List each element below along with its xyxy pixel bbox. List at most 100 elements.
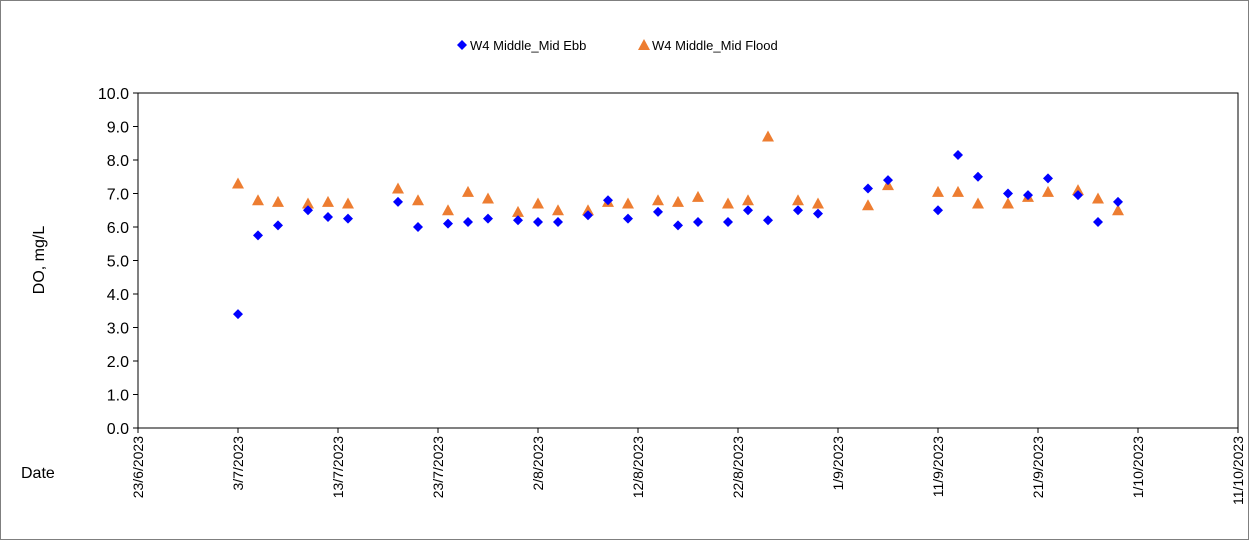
- flood-data-point: [582, 204, 594, 216]
- y-tick-label: 8.0: [107, 153, 129, 170]
- y-tick-label: 4.0: [107, 287, 129, 304]
- flood-data-point: [692, 190, 704, 202]
- flood-data-point: [792, 194, 804, 206]
- y-tick-label: 2.0: [107, 354, 129, 371]
- ebb-data-point: [973, 171, 983, 182]
- flood-data-point: [322, 195, 334, 207]
- flood-data-point: [1092, 192, 1104, 204]
- flood-data-point: [722, 197, 734, 209]
- flood-data-point: [1072, 184, 1084, 196]
- y-tick-label: 6.0: [107, 220, 129, 237]
- ebb-data-point: [603, 195, 613, 206]
- ebb-data-point: [393, 196, 403, 207]
- ebb-data-point: [623, 213, 633, 224]
- ebb-data-point: [673, 220, 683, 231]
- flood-data-point: [1042, 185, 1054, 197]
- x-tick-label: 2/8/2023: [530, 436, 546, 491]
- flood-data-point: [442, 204, 454, 216]
- ebb-data-point: [533, 216, 543, 227]
- flood-data-point: [552, 204, 564, 216]
- y-axis-title: DO, mg/L: [31, 226, 48, 295]
- ebb-data-point: [323, 211, 333, 222]
- x-tick-label: 11/9/2023: [930, 436, 946, 497]
- ebb-data-point: [743, 205, 753, 216]
- ebb-data-point: [763, 215, 773, 226]
- flood-data-point: [302, 197, 314, 209]
- ebb-data-point: [1073, 190, 1083, 201]
- flood-data-point: [532, 197, 544, 209]
- flood-data-point: [972, 197, 984, 209]
- y-tick-label: 3.0: [107, 321, 129, 338]
- flood-data-point: [252, 194, 264, 206]
- y-tick-label: 7.0: [107, 187, 129, 204]
- ebb-data-point: [1043, 173, 1053, 184]
- flood-data-point: [342, 197, 354, 209]
- flood-data-point: [232, 177, 244, 189]
- series-mid-ebb: [233, 149, 1123, 320]
- ebb-data-point: [953, 149, 963, 160]
- ebb-data-point: [233, 309, 243, 320]
- y-tick-label: 1.0: [107, 388, 129, 405]
- flood-data-point: [762, 130, 774, 142]
- flood-data-point: [622, 197, 634, 209]
- flood-data-point: [672, 195, 684, 207]
- series-mid-flood: [232, 130, 1124, 217]
- x-tick-label: 1/10/2023: [1130, 436, 1146, 498]
- x-axis-title: Date: [21, 465, 55, 482]
- ebb-data-point: [553, 216, 563, 227]
- ebb-data-point: [343, 213, 353, 224]
- ebb-data-point: [693, 216, 703, 227]
- y-tick-label: 10.0: [98, 86, 129, 103]
- ebb-data-point: [463, 216, 473, 227]
- ebb-data-point: [1093, 216, 1103, 227]
- ebb-data-point: [653, 206, 663, 217]
- flood-data-point: [482, 192, 494, 204]
- ebb-data-point: [1113, 196, 1123, 207]
- ebb-data-point: [483, 213, 493, 224]
- ebb-data-point: [863, 183, 873, 194]
- ebb-data-point: [813, 208, 823, 219]
- plot-border: [137, 92, 1239, 429]
- legend-label-flood: W4 Middle_Mid Flood: [652, 38, 778, 53]
- x-tick-label: 23/6/2023: [130, 436, 146, 498]
- ebb-data-point: [933, 205, 943, 216]
- flood-data-point: [512, 205, 524, 217]
- legend-marker-ebb: [457, 40, 467, 50]
- y-tick-label: 9.0: [107, 120, 129, 137]
- flood-data-point: [862, 199, 874, 211]
- legend-marker-flood: [638, 39, 650, 50]
- flood-data-point: [932, 185, 944, 197]
- ebb-data-point: [273, 220, 283, 231]
- flood-data-point: [652, 194, 664, 206]
- ebb-data-point: [1003, 188, 1013, 199]
- x-tick-label: 22/8/2023: [730, 436, 746, 498]
- ebb-data-point: [513, 215, 523, 226]
- flood-data-point: [742, 194, 754, 206]
- ebb-data-point: [413, 222, 423, 232]
- flood-data-point: [462, 185, 474, 197]
- plot-area: 0.0 1.0 2.0 3.0 4.0 5.0 6.0 7.0 8.0 9.0 10.0 23/6/2…: [98, 86, 1246, 505]
- flood-data-point: [272, 195, 284, 207]
- y-tick-label: 5.0: [107, 254, 129, 271]
- ebb-data-point: [253, 230, 263, 241]
- flood-data-point: [952, 185, 964, 197]
- ebb-data-point: [723, 216, 733, 227]
- ebb-data-point: [883, 175, 893, 186]
- x-tick-label: 12/8/2023: [630, 436, 646, 498]
- x-tick-label: 23/7/2023: [430, 436, 446, 498]
- x-tick-label: 13/7/2023: [330, 436, 346, 498]
- legend: W4 Middle_Mid Ebb W4 Middle_Mid Flood: [457, 38, 778, 53]
- flood-data-point: [1112, 204, 1124, 216]
- ebb-data-point: [793, 205, 803, 216]
- ebb-data-point: [303, 205, 313, 216]
- ebb-data-point: [1023, 190, 1033, 201]
- flood-data-point: [392, 182, 404, 194]
- ebb-data-point: [583, 210, 593, 221]
- flood-data-point: [412, 194, 424, 206]
- x-tick-label: 1/9/2023: [830, 436, 846, 491]
- ebb-data-point: [443, 218, 453, 229]
- flood-data-point: [812, 197, 824, 209]
- x-tick-label: 3/7/2023: [230, 436, 246, 491]
